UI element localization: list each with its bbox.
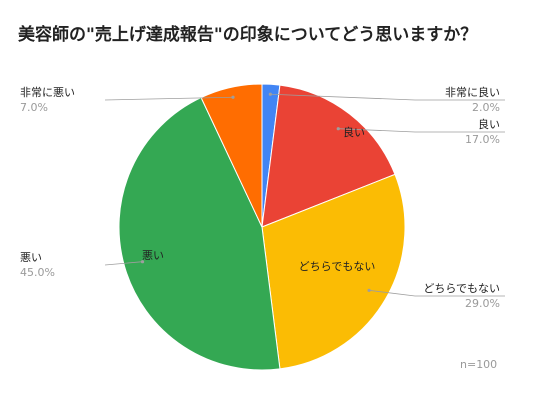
slice-4 [118,96,281,371]
sample-size-note: n=100 [460,358,497,371]
leader-line [369,289,505,297]
leader-dot [231,95,235,99]
outer-label-name: 良い [478,117,500,131]
outer-label-percent: 7.0% [20,101,48,114]
outer-label-name: どちらでもない [423,282,500,295]
leader-line [338,128,505,133]
outer-label-percent: 45.0% [20,266,55,279]
slice-3 [261,173,406,370]
leader-lines [104,92,505,297]
outer-label-name: 非常に悪い [20,86,75,99]
inner-slice-label: どちらでもない [299,260,376,273]
inner-slice-label: 良い [343,125,365,139]
chart-title: 美容師の"売上げ達成報告"の印象についてどう思いますか？ [18,24,477,45]
outer-label-name: 非常に良い [445,85,500,99]
leader-line [104,261,143,266]
leader-line [104,96,233,101]
leader-dot [140,260,145,264]
outer-label-percent: 17.0% [465,133,500,146]
inner-slice-label: 悪い [142,249,164,262]
outer-label-percent: 2.0% [472,101,500,114]
outer-label-percent: 29.0% [465,297,500,310]
leader-dot [336,127,340,131]
outer-label-name: 悪い [20,251,42,264]
leader-line [270,93,505,101]
leader-dot [367,288,371,292]
leader-dot [268,92,272,96]
slice-2 [261,84,396,228]
pie-slices [118,83,406,371]
